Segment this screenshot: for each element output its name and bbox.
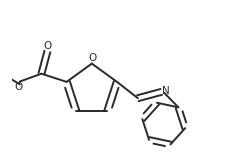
Text: N: N: [162, 86, 170, 96]
Text: O: O: [88, 53, 97, 63]
Text: O: O: [44, 41, 52, 51]
Text: O: O: [15, 82, 23, 92]
